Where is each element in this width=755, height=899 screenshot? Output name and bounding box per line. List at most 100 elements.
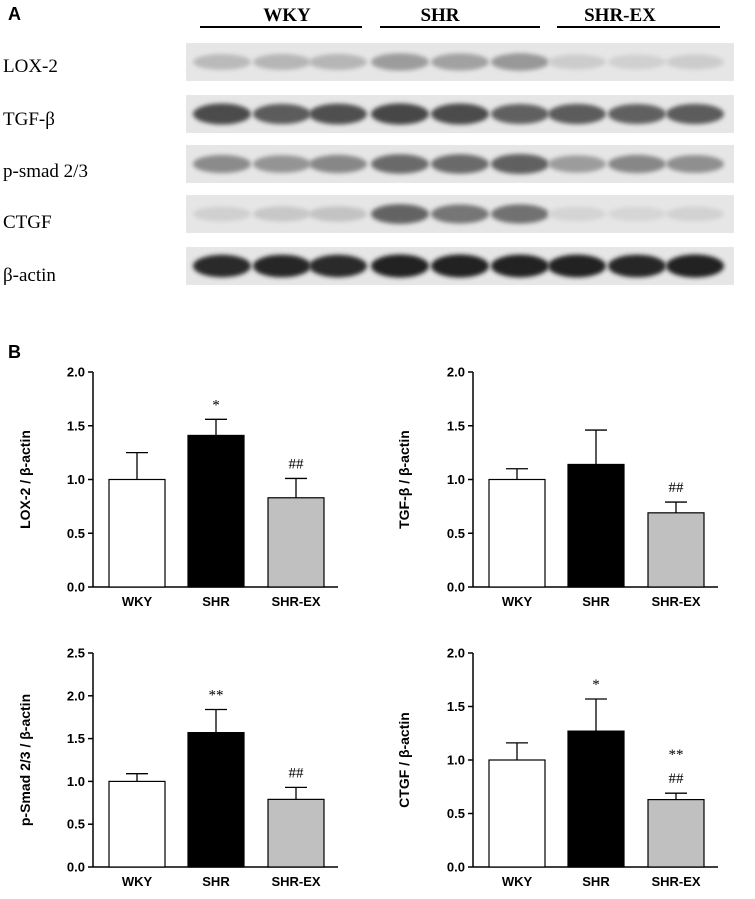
blot-band — [309, 206, 367, 222]
blot-band — [491, 154, 549, 174]
blot-band — [309, 254, 367, 278]
y-tick-label: 2.0 — [67, 688, 85, 703]
y-tick-label: 0.0 — [447, 860, 465, 875]
bar-chart-2: 0.0 0.5 1.0 1.5 2.0 TGF-β / β-actin WKY SHR SHR-… — [396, 365, 718, 609]
y-tick-label: 1.5 — [67, 418, 85, 433]
blot-band — [608, 104, 666, 124]
blot-label-ctgf: CTGF — [3, 212, 52, 233]
blot-band — [608, 254, 666, 278]
blot-label-lox2: LOX-2 — [3, 56, 58, 77]
blot-band — [371, 53, 429, 71]
blot-band — [548, 54, 606, 70]
x-tick-label: SHR-EX — [651, 874, 700, 889]
x-tick-label: SHR — [202, 594, 230, 609]
blot-band — [666, 54, 724, 70]
x-tick-label: SHR-EX — [271, 874, 320, 889]
y-tick-label: 1.0 — [67, 472, 85, 487]
bar-wky — [108, 780, 166, 868]
y-tick-label: 2.5 — [67, 646, 85, 661]
x-tick-label: SHR-EX — [271, 594, 320, 609]
bar-shr-ex — [647, 798, 705, 868]
y-tick-label: 0.5 — [447, 526, 465, 541]
bar-shr-ex — [267, 497, 325, 588]
blot-band — [548, 206, 606, 222]
y-tick-label: 1.0 — [447, 472, 465, 487]
blot-band — [491, 254, 549, 278]
panel-b-letter: B — [8, 342, 21, 362]
y-tick-label: 1.5 — [447, 418, 465, 433]
y-tick-label: 0.5 — [67, 817, 85, 832]
y-tick-label: 0.0 — [67, 860, 85, 875]
bar-wky — [488, 759, 546, 868]
bar-shr — [187, 732, 245, 868]
bar-shr — [567, 463, 625, 588]
bar-chart-1: 0.0 0.5 1.0 1.5 2.0 LOX-2 / β-actin WKY SHR * SHR… — [17, 365, 338, 609]
blot-band — [193, 155, 251, 173]
significance-label: ** — [669, 747, 684, 763]
blot-label-tgfb: TGF-β — [3, 109, 55, 130]
x-tick-label: SHR-EX — [651, 594, 700, 609]
blot-band — [371, 103, 429, 125]
blot-band — [666, 103, 724, 125]
blot-band — [608, 54, 666, 70]
y-tick-label: 1.0 — [447, 753, 465, 768]
bar-shr-ex — [267, 798, 325, 868]
blot-band — [253, 103, 311, 125]
blot-band — [309, 54, 367, 70]
significance-label: ## — [289, 456, 305, 472]
x-tick-label: SHR — [582, 874, 610, 889]
blot-band — [608, 154, 666, 174]
bar-chart-3: 0.0 0.5 1.0 1.5 2.0 2.5 p-Smad 2/3 / β-actin WK… — [17, 646, 338, 889]
blot-band — [548, 155, 606, 173]
x-tick-label: WKY — [122, 594, 153, 609]
blot-strip — [186, 247, 734, 285]
significance-label: ## — [289, 765, 305, 781]
blot-label-psmad: p-smad 2/3 — [3, 161, 88, 182]
blot-band — [548, 103, 606, 125]
blot-band — [193, 254, 251, 278]
x-tick-label: SHR — [582, 594, 610, 609]
blot-band — [491, 53, 549, 71]
y-tick-label: 1.0 — [67, 774, 85, 789]
blot-band — [193, 54, 251, 70]
x-tick-label: WKY — [122, 874, 153, 889]
bar-shr-ex — [647, 512, 705, 588]
y-axis-label: TGF-β / β-actin — [396, 430, 412, 529]
blot-band — [666, 254, 724, 278]
blot-band — [371, 254, 429, 278]
bar-shr — [567, 730, 625, 868]
y-tick-label: 0.5 — [447, 806, 465, 821]
blot-strip — [186, 95, 734, 133]
x-tick-label: WKY — [502, 874, 533, 889]
blot-strip — [186, 43, 734, 81]
y-tick-label: 2.0 — [447, 365, 465, 380]
blot-band — [491, 204, 549, 224]
blot-band — [666, 155, 724, 173]
y-tick-label: 0.0 — [447, 580, 465, 595]
significance-label: ** — [209, 687, 224, 703]
blot-band — [371, 154, 429, 174]
blot-band — [548, 254, 606, 278]
blot-band — [253, 206, 311, 222]
group-headers: WKY SHR SHR-EX — [200, 5, 720, 28]
blot-band — [431, 154, 489, 174]
x-tick-label: WKY — [502, 594, 533, 609]
bar-charts: 0.0 0.5 1.0 1.5 2.0 LOX-2 / β-actin WKY SHR * SHR… — [17, 365, 718, 889]
y-axis-label: CTGF / β-actin — [396, 712, 412, 808]
significance-label: ## — [669, 771, 685, 787]
bar-shr — [187, 434, 245, 588]
y-axis-label: p-Smad 2/3 / β-actin — [17, 694, 33, 826]
blot-strip — [186, 145, 734, 183]
y-tick-label: 1.5 — [67, 731, 85, 746]
blot-band — [309, 154, 367, 174]
y-tick-label: 0.5 — [67, 526, 85, 541]
blot-band — [309, 103, 367, 125]
y-tick-label: 2.0 — [447, 646, 465, 661]
y-tick-label: 2.0 — [67, 365, 85, 380]
blot-band — [666, 206, 724, 222]
blot-band — [253, 254, 311, 278]
blot-band — [371, 204, 429, 224]
significance-label: * — [592, 677, 600, 693]
blot-band — [253, 54, 311, 70]
